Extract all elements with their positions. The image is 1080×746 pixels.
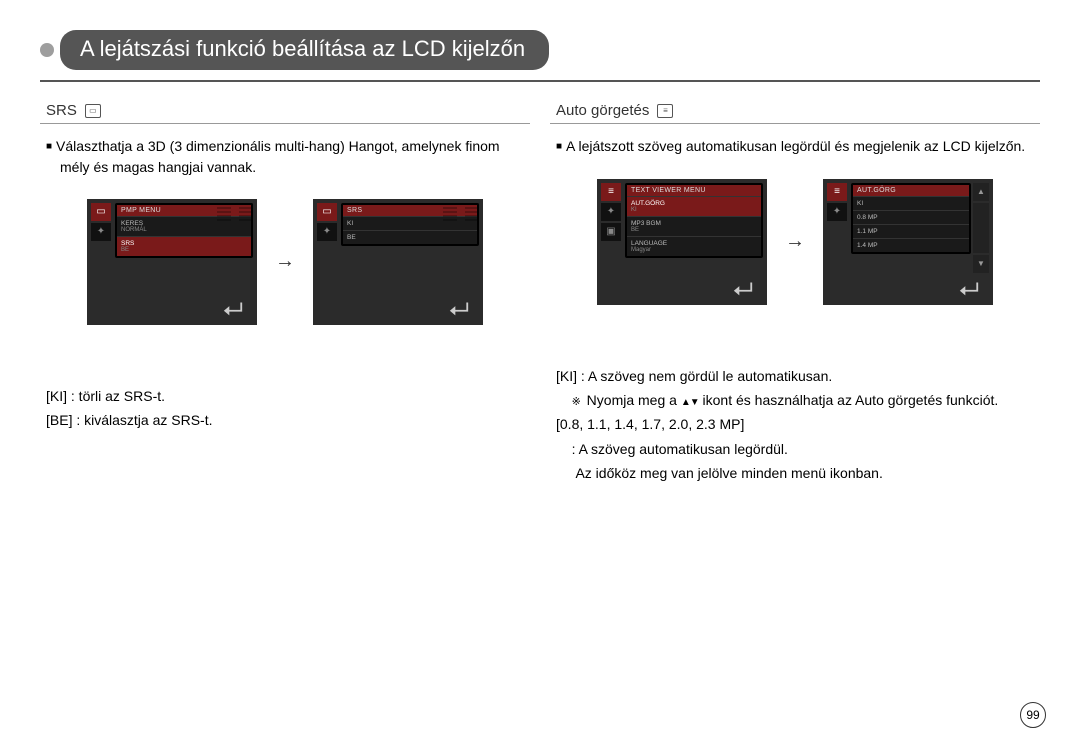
sidebar-icon: ✦: [91, 223, 111, 241]
section-label: Auto görgetés: [556, 102, 649, 119]
sidebar-icon: ✦: [317, 223, 337, 241]
return-icon: [729, 277, 757, 299]
note-line: [KI] : A szöveg nem gördül le automatiku…: [556, 365, 1040, 387]
sidebar-icon: ▭: [317, 203, 337, 221]
page-title-bar: A lejátszási funkció beállítása az LCD k…: [40, 30, 1040, 70]
text-icon: ≡: [657, 104, 673, 118]
srs-screens: ▭ ✦ PMP MENU KERESNORMÁLSRSBE →: [40, 199, 530, 325]
lcd-screen-srs-1: ▭ ✦ PMP MENU KERESNORMÁLSRSBE: [87, 199, 257, 325]
menu-title: TEXT VIEWER MENU: [627, 185, 761, 196]
menu-item: 1.4 MP: [853, 238, 969, 252]
lcd-screen-auto-2: ≡ ✦ AUT.GÖRG KI0.8 MP1.1 MP1.4 MP ▲ ▼: [823, 179, 993, 305]
scroll-track: [973, 203, 989, 253]
scroll-down-icon: ▼: [973, 255, 989, 273]
film-strip-icon: [217, 203, 253, 223]
film-icon: ▭: [85, 104, 101, 118]
section-header-autoscroll: Auto görgetés ≡: [550, 98, 1040, 124]
sidebar-icon: ≡: [827, 183, 847, 201]
menu-title: AUT.GÖRG: [853, 185, 969, 196]
scroll-up-icon: ▲: [973, 183, 989, 201]
page-number: 99: [1020, 702, 1046, 728]
lcd-screen-auto-1: ≡ ✦ ▣ TEXT VIEWER MENU AUT.GÖRGKIMP3 BGM…: [597, 179, 767, 305]
menu-item: SRSBE: [117, 236, 251, 256]
arrow-icon: →: [275, 250, 295, 273]
note-line: [KI] : törli az SRS-t.: [46, 385, 530, 407]
note-line: [0.8, 1.1, 1.4, 1.7, 2.0, 2.3 MP]: [556, 413, 1040, 435]
title-underline: [40, 80, 1040, 82]
note-line: : A szöveg automatikusan legördül.: [556, 438, 1040, 460]
srs-description: ■Választhatja a 3D (3 dimenzionális mult…: [40, 136, 530, 177]
sidebar-icon: ✦: [601, 203, 621, 221]
lcd-screen-srs-2: ▭ ✦ SRS KIBE: [313, 199, 483, 325]
note-line: [BE] : kiválasztja az SRS-t.: [46, 409, 530, 431]
menu-item: MP3 BGMBE: [627, 216, 761, 236]
arrow-icon: →: [785, 230, 805, 253]
return-icon: [955, 277, 983, 299]
menu-item: 0.8 MP: [853, 210, 969, 224]
sidebar-icon: ✦: [827, 203, 847, 221]
menu-item: 1.1 MP: [853, 224, 969, 238]
sidebar-icon: ≡: [601, 183, 621, 201]
menu-item: AUT.GÖRGKI: [627, 196, 761, 216]
return-icon: [219, 297, 247, 319]
section-label: SRS: [46, 102, 77, 119]
section-header-srs: SRS ▭: [40, 98, 530, 124]
film-strip-icon: [443, 203, 479, 223]
autoscroll-description: ■A lejátszott szöveg automatikusan legör…: [550, 136, 1040, 157]
srs-notes: [KI] : törli az SRS-t. [BE] : kiválasztj…: [40, 385, 530, 432]
autoscroll-screens: ≡ ✦ ▣ TEXT VIEWER MENU AUT.GÖRGKIMP3 BGM…: [550, 179, 1040, 305]
menu-item: BE: [343, 230, 477, 244]
note-line: ※ Nyomja meg a ▲▼ ikont és használhatja …: [556, 389, 1040, 412]
sidebar-icon: ▭: [91, 203, 111, 221]
up-down-icon: ▲▼: [681, 397, 699, 408]
sidebar-icon: ▣: [601, 223, 621, 241]
title-dot: [40, 43, 54, 57]
menu-item: KI: [853, 196, 969, 210]
menu-item: LANGUAGEMagyar: [627, 236, 761, 256]
note-line: Az időköz meg van jelölve minden menü ik…: [556, 462, 1040, 484]
page-title: A lejátszási funkció beállítása az LCD k…: [60, 30, 549, 70]
right-column: Auto görgetés ≡ ■A lejátszott szöveg aut…: [550, 98, 1040, 487]
return-icon: [445, 297, 473, 319]
autoscroll-notes: [KI] : A szöveg nem gördül le automatiku…: [550, 365, 1040, 485]
left-column: SRS ▭ ■Választhatja a 3D (3 dimenzionáli…: [40, 98, 530, 487]
